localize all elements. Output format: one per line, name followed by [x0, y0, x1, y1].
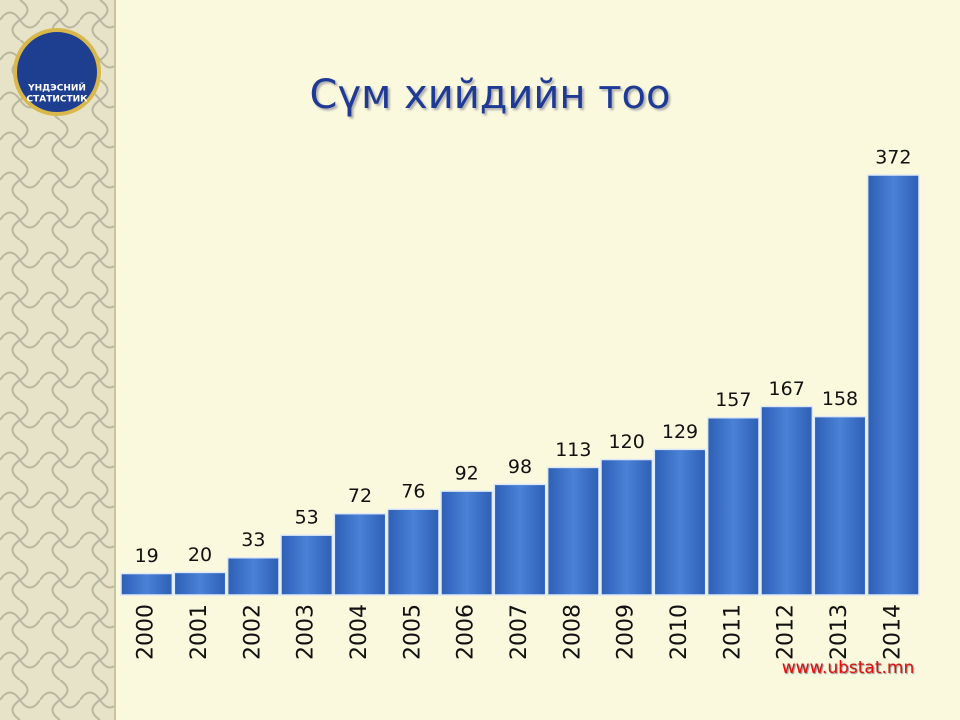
plot: 19 2000 20 2001 33 2002 53 2003 72 2004 76 2005 92 20… — [120, 147, 920, 660]
logo-text: СТАТИСТИК — [26, 95, 88, 105]
value-label: 53 — [295, 507, 319, 529]
bar — [653, 448, 707, 596]
value-label: 76 — [401, 481, 425, 503]
chart-title: Сүм хийдийн тоо — [310, 72, 671, 118]
x-tick-label: 2008 — [560, 604, 585, 660]
value-label: 129 — [662, 421, 698, 443]
x-tick-label: 2002 — [240, 604, 265, 660]
value-label: 98 — [508, 456, 532, 478]
value-label: 158 — [822, 388, 858, 410]
bar — [386, 508, 440, 596]
logo-text: ҮНДЭСНИЙ — [27, 82, 86, 94]
website: www.ubstat.mn — [782, 658, 914, 678]
x-tick-label: 2009 — [614, 604, 639, 660]
logo — [13, 28, 101, 116]
bar — [813, 415, 867, 596]
x-tick-label: 2011 — [720, 604, 745, 660]
bar — [120, 572, 174, 596]
x-tick-label: 2003 — [294, 604, 319, 660]
x-tick-label: 2013 — [827, 604, 852, 660]
bar — [226, 556, 280, 596]
value-label: 120 — [609, 431, 645, 453]
value-label: 72 — [348, 485, 372, 507]
ornament-band — [0, 0, 115, 720]
bar — [760, 405, 814, 596]
bar — [866, 174, 920, 596]
bar — [173, 571, 227, 596]
x-tick-label: 2004 — [347, 604, 372, 660]
x-tick-label: 2014 — [880, 604, 905, 660]
bar — [600, 458, 654, 596]
value-label: 113 — [555, 439, 591, 461]
bar — [440, 490, 494, 596]
bar — [280, 534, 334, 596]
x-tick-label: 2006 — [454, 604, 479, 660]
x-tick-label: 2005 — [400, 604, 425, 660]
x-tick-label: 2001 — [187, 604, 212, 660]
value-label: 167 — [769, 378, 805, 400]
x-tick-label: 2000 — [134, 604, 159, 660]
value-label: 19 — [135, 545, 159, 567]
bar — [333, 512, 387, 596]
x-tick-label: 2012 — [774, 604, 799, 660]
bar — [546, 466, 600, 596]
value-label: 157 — [715, 389, 751, 411]
value-label: 92 — [455, 463, 479, 485]
value-label: 372 — [875, 147, 911, 169]
bar — [706, 416, 760, 596]
value-label: 33 — [241, 529, 265, 551]
bar — [493, 483, 547, 596]
x-tick-label: 2010 — [667, 604, 692, 660]
x-tick-label: 2007 — [507, 604, 532, 660]
value-label: 20 — [188, 544, 212, 566]
